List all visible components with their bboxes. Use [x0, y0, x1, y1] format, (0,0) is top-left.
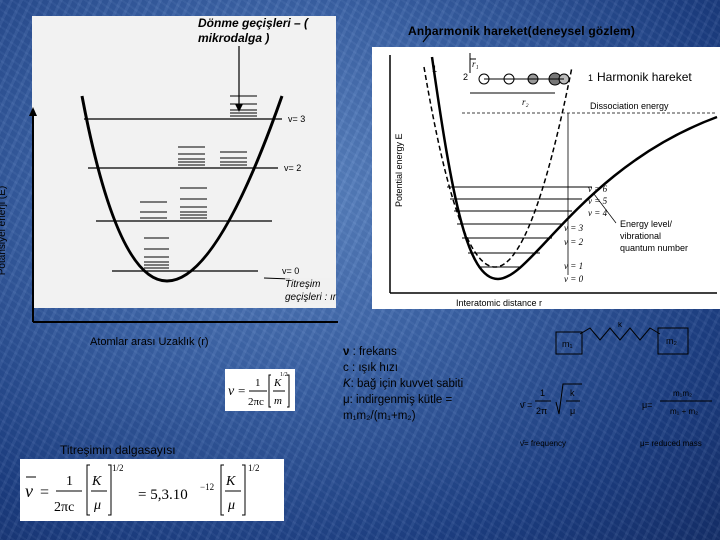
morse-level-v3: v = 3 — [564, 223, 584, 233]
svg-text:2πc: 2πc — [248, 396, 264, 408]
marker-2: 2 — [463, 72, 469, 82]
svg-text:2π: 2π — [536, 406, 547, 416]
right-xlabel: Interatomic distance r — [456, 298, 542, 308]
vibration-transition-label: Titreşim geçişleri : ır — [285, 278, 337, 304]
legend-mu: μ: indirgenmiş kütle = — [343, 394, 453, 406]
svg-text:1: 1 — [66, 474, 73, 489]
svg-text:quantum number: quantum number — [620, 243, 688, 253]
atom-pair-figure: r₁ r₂ — [469, 53, 570, 107]
svg-text:ν: ν — [228, 384, 235, 399]
left-y-axis-label: Potansiyel enerji (E) — [0, 185, 9, 276]
level-label-v2: v= 2 — [284, 163, 301, 173]
morse-level-v2: v = 2 — [564, 237, 584, 247]
r1-label: r₁ — [472, 59, 479, 69]
level-label-v3: v= 3 — [288, 114, 305, 124]
level-label-v0: v= 0 — [282, 266, 299, 276]
symbol-legend: ν : frekans c : ışık hızı K: bağ için ku… — [343, 344, 463, 424]
wavenumber-formula: ν = 1 2πc K μ 1/2 = 5,3.10 −12 K μ 1/2 — [20, 459, 284, 521]
rotational-sublevels — [140, 95, 257, 269]
svg-text:1/2: 1/2 — [280, 372, 288, 378]
morse-level-v6: v = 6 — [588, 184, 608, 194]
energy-level-caption: Energy level/ vibrational quantum number — [620, 219, 688, 253]
dissociation-label: Dissociation energy — [590, 101, 669, 111]
spring-mass-diagram: k m₁ m₂ ν̄ = 1 2π k μ μ= m₁m₂ m₁ + m₂ ν̄… — [520, 320, 720, 452]
harmonic-label: 1 Harmonik hareket — [588, 70, 692, 84]
svg-text:= 5,3.10: = 5,3.10 — [138, 487, 188, 503]
svg-text:m₁: m₁ — [562, 339, 573, 349]
svg-text:m₂: m₂ — [666, 336, 677, 346]
morse-level-v4: v = 4 — [588, 208, 608, 218]
harmonic-potential-diagram: v= 0 v= 2 v= 3 — [80, 46, 305, 283]
svg-text:μ= reduced mass: μ= reduced mass — [640, 439, 702, 448]
legend-c: c : ışık hızı — [343, 362, 398, 374]
svg-text:K: K — [273, 377, 282, 389]
svg-text:=: = — [238, 383, 245, 398]
svg-text:μ=: μ= — [642, 400, 652, 410]
svg-text:μ: μ — [227, 498, 235, 513]
svg-text:ν̄= frequency: ν̄= frequency — [520, 439, 566, 448]
svg-text:−12: −12 — [200, 482, 214, 492]
svg-text:1: 1 — [540, 388, 545, 398]
harmonic-potential-panel: v= 0 v= 2 v= 3 — [32, 16, 336, 308]
svg-text:1: 1 — [255, 377, 261, 389]
svg-text:K: K — [225, 474, 236, 489]
wavenumber-label: Titreşimin dalgasayısı — [60, 443, 176, 457]
x-axis-label: Atomlar arası Uzaklık (r) — [90, 336, 209, 348]
svg-text:k: k — [570, 388, 575, 398]
svg-text:=: = — [527, 400, 532, 410]
rotation-title: Dönme geçişleri – ( mikrodalga ) — [198, 16, 309, 45]
svg-text:k: k — [618, 322, 623, 329]
right-ylabel: Potential energy E — [394, 133, 404, 207]
svg-text:μ: μ — [570, 406, 575, 416]
morse-level-v5: v = 5 — [588, 196, 608, 206]
svg-text:m: m — [274, 395, 282, 407]
svg-text:m₁m₂: m₁m₂ — [673, 389, 692, 398]
svg-text:1/2: 1/2 — [248, 463, 260, 473]
legend-nu: ν : frekans — [343, 346, 397, 358]
svg-text:ν: ν — [25, 481, 33, 501]
svg-text:vibrational: vibrational — [620, 231, 661, 241]
anharmonic-potential-panel: r₁ r₂ Dissociation energy Potential ener… — [372, 47, 720, 309]
svg-text:μ: μ — [93, 498, 101, 513]
svg-text:2πc: 2πc — [54, 500, 74, 515]
marker-1: 1 — [432, 64, 438, 74]
svg-text:K: K — [91, 474, 102, 489]
r2-label: r₂ — [522, 97, 529, 107]
svg-text:m₁ + m₂: m₁ + m₂ — [670, 407, 698, 416]
parabola-curve — [80, 95, 284, 283]
svg-text:1/2: 1/2 — [112, 463, 124, 473]
anharmonic-title: Anharmonik hareket(deneysel gözlem) — [408, 24, 636, 38]
morse-level-v0: v = 0 — [564, 274, 584, 284]
svg-text:=: = — [40, 484, 49, 501]
morse-potential-diagram: r₁ r₂ Dissociation energy Potential ener… — [389, 53, 718, 308]
morse-level-v1: v = 1 — [564, 261, 583, 271]
legend-mass: m₁m₂/(m₁+m₂) — [343, 410, 416, 422]
svg-text:ν̄: ν̄ — [520, 400, 527, 410]
svg-text:Energy level/: Energy level/ — [620, 219, 673, 229]
frequency-formula: ν = 1 2πc K m 1/2 — [225, 369, 295, 411]
legend-K: K: bağ için kuvvet sabiti — [343, 378, 464, 390]
